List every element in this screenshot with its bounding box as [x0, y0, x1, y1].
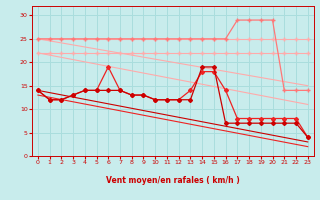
X-axis label: Vent moyen/en rafales ( km/h ): Vent moyen/en rafales ( km/h ): [106, 176, 240, 185]
